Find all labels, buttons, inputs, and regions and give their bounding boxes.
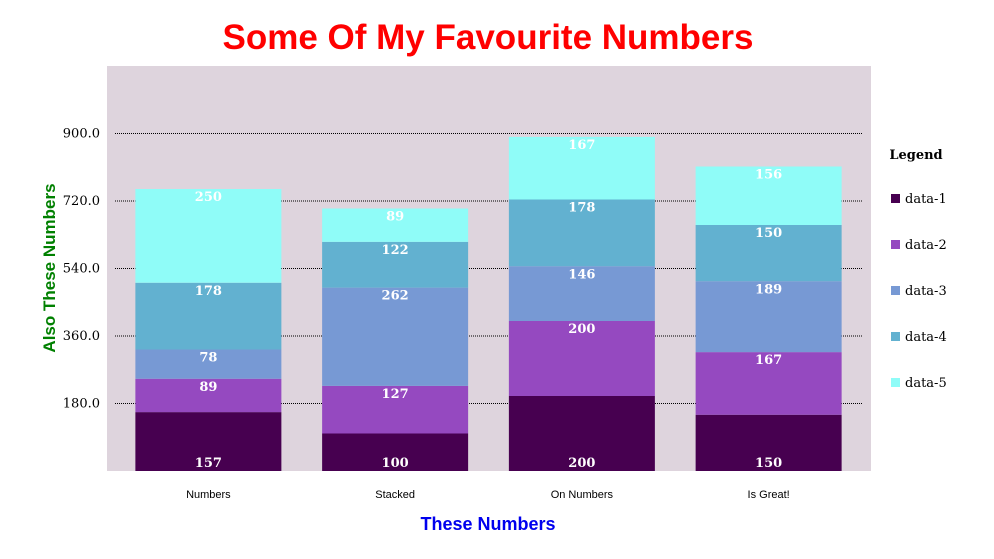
legend-item-label: data-4 — [905, 330, 947, 345]
data-label: 146 — [568, 267, 595, 282]
data-label: 200 — [568, 456, 595, 471]
y-axis-ticks: 180.0 360.0 540.0 720.0 900.0 — [63, 127, 100, 412]
data-label: 178 — [195, 284, 222, 299]
data-label: 156 — [755, 168, 782, 183]
x-tick-label: Stacked — [375, 489, 415, 501]
data-label: 150 — [755, 226, 782, 241]
bar-segment-data-1 — [322, 433, 469, 471]
data-label: 89 — [199, 380, 217, 395]
legend-item-label: data-5 — [905, 376, 947, 391]
bar-segment-data-3 — [135, 349, 282, 379]
data-label: 89 — [386, 210, 404, 225]
legend-swatch — [891, 378, 900, 387]
x-axis-label: These Numbers — [420, 514, 556, 534]
data-label: 150 — [755, 456, 782, 471]
legend: Legend data-1 data-2 data-3 data-4 data-5 — [889, 148, 946, 391]
legend-swatch — [891, 240, 900, 249]
bars: 157 89 78 178 250 100 127 262 122 89 200 200 146 178 1… — [135, 136, 842, 471]
x-tick-label: On Numbers — [551, 489, 614, 501]
bar-segment-data-5 — [135, 189, 282, 283]
y-tick-label: 180.0 — [63, 397, 100, 412]
y-tick-label: 720.0 — [63, 194, 100, 209]
bar-segment-data-3 — [695, 281, 842, 353]
bar-segment-data-3 — [322, 287, 469, 386]
bar-segment-data-2 — [508, 321, 655, 396]
data-label: 189 — [755, 282, 782, 297]
legend-title: Legend — [889, 148, 942, 163]
x-axis-ticks: Numbers Stacked On Numbers Is Great! — [186, 489, 790, 501]
data-label: 100 — [382, 456, 409, 471]
bar-segment-data-2 — [695, 352, 842, 415]
data-label: 127 — [382, 387, 409, 402]
data-label: 250 — [195, 190, 222, 205]
data-label: 157 — [195, 456, 222, 471]
bar-segment-data-5 — [695, 166, 842, 225]
chart-title: Some Of My Favourite Numbers — [222, 18, 754, 57]
legend-swatch — [891, 332, 900, 341]
bar-segment-data-4 — [508, 199, 655, 267]
legend-item-label: data-3 — [905, 284, 947, 299]
bar-segment-data-1 — [135, 412, 282, 471]
x-tick-label: Is Great! — [748, 489, 790, 501]
bar-segment-data-5 — [322, 208, 469, 242]
y-axis-label: Also These Numbers — [40, 183, 59, 353]
data-label: 78 — [199, 351, 217, 366]
bar-segment-data-4 — [135, 282, 282, 350]
bar-segment-data-1 — [508, 396, 655, 471]
y-tick-label: 360.0 — [63, 329, 100, 344]
bar-segment-data-4 — [695, 225, 842, 282]
legend-item-label: data-1 — [905, 192, 947, 207]
bar-segment-data-1 — [695, 414, 842, 471]
data-label: 122 — [382, 243, 409, 258]
y-tick-label: 900.0 — [63, 127, 100, 142]
legend-swatch — [891, 194, 900, 203]
x-tick-label: Numbers — [186, 489, 231, 501]
bar-segment-data-5 — [508, 136, 655, 200]
y-tick-label: 540.0 — [63, 262, 100, 277]
legend-swatch — [891, 286, 900, 295]
bar-segment-data-2 — [135, 378, 282, 413]
data-label: 262 — [382, 289, 409, 304]
bar-segment-data-4 — [322, 241, 469, 288]
data-label: 200 — [568, 322, 595, 337]
legend-item-label: data-2 — [905, 238, 947, 253]
data-label: 178 — [568, 201, 595, 216]
bar-segment-data-3 — [508, 266, 655, 321]
data-label: 167 — [755, 353, 782, 368]
bar-segment-data-2 — [322, 385, 469, 434]
data-label: 167 — [568, 138, 595, 153]
